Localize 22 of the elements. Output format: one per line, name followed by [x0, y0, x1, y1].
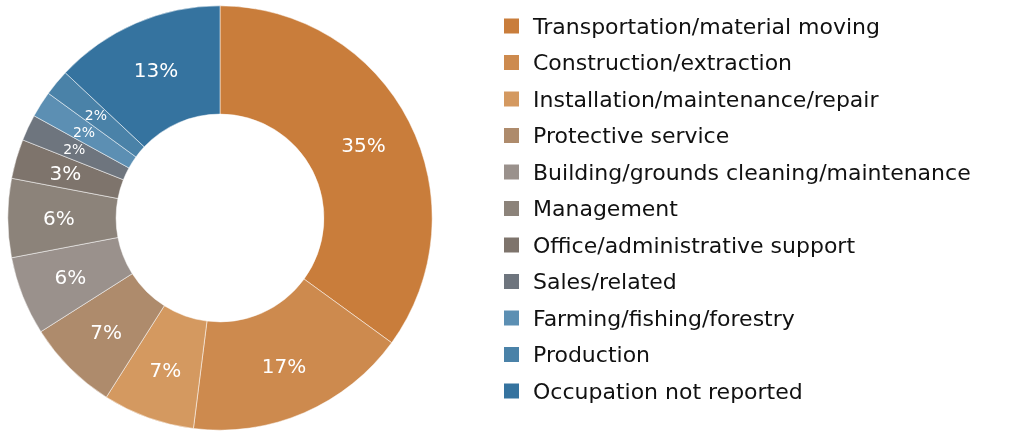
legend-label: Building/grounds cleaning/maintenance — [533, 159, 971, 185]
legend-label: Occupation not reported — [533, 378, 803, 404]
data-label: 17% — [261, 353, 307, 378]
legend-label: Management — [533, 196, 679, 221]
data-label: 3% — [49, 161, 82, 186]
legend-label: Protective service — [533, 123, 730, 148]
data-label: 35% — [341, 132, 386, 157]
legend-label: Production — [533, 342, 651, 367]
legend-label: Transportation/material moving — [532, 13, 881, 39]
data-label: 2% — [72, 123, 96, 140]
data-label: 7% — [90, 319, 122, 344]
legend-label: Construction/extraction — [533, 50, 793, 75]
data-label: 2% — [84, 107, 108, 124]
legend-label: Sales/related — [533, 269, 677, 294]
legend-label: Office/administrative support — [533, 232, 856, 258]
data-label: 6% — [43, 206, 75, 230]
legend-label: Farming/fishing/forestry — [533, 305, 795, 331]
data-label: 2% — [63, 141, 86, 158]
data-label: 13% — [133, 58, 179, 83]
legend-label: Installation/maintenance/repair — [533, 86, 880, 112]
data-label: 6% — [54, 265, 87, 290]
data-label: 7% — [149, 357, 182, 382]
